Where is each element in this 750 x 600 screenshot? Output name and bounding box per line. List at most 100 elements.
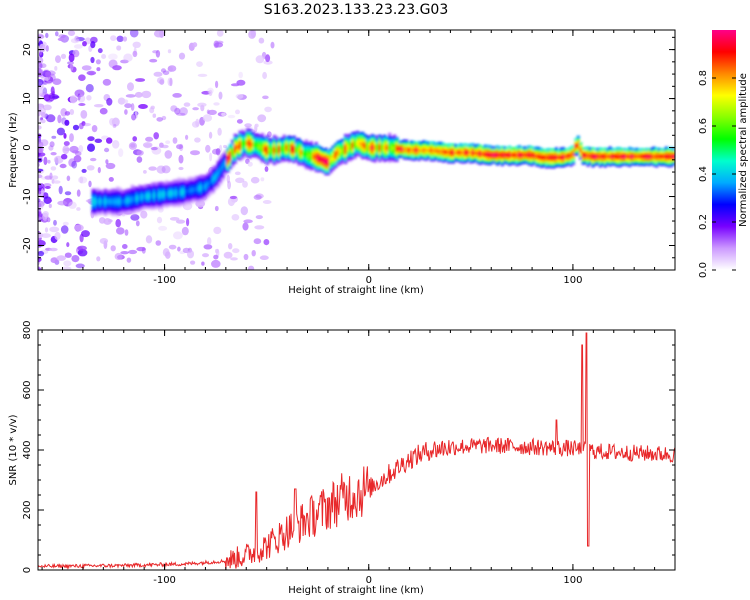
ridge-cell [552,155,556,159]
noise-blob [262,95,269,100]
ridge-cell [216,170,220,174]
ridge-cell [189,181,193,185]
ridge-cell [603,152,607,156]
ridge-cell [581,156,585,160]
ridge-cell [530,151,534,154]
ridge-cell [108,211,113,215]
ridge-cell [635,150,639,154]
ridge-cell [640,160,644,164]
ridge-cell [172,196,176,200]
ridge-cell [341,143,345,147]
ridge-cell [601,153,605,157]
noise-blob [250,176,260,184]
noise-blob [209,152,213,162]
ridge-cell [125,193,130,197]
ridge-cell [302,154,306,157]
ridge-cell [473,144,478,148]
colorbar-gradient [712,30,736,270]
ridge-cell [481,146,485,150]
ridge-cell [466,151,470,155]
noise-blob [114,252,123,261]
noise-blob [153,30,164,38]
ridge-cell [204,194,208,198]
ridge-cell [221,170,225,174]
ridge-cell [581,159,585,163]
ridge-cell [476,161,480,164]
ridge-cell [623,162,627,166]
ridge-cell [522,153,527,157]
noise-blob [51,175,59,180]
ridge-cell [316,157,321,161]
ridge-cell [236,149,240,153]
ridge-cell [608,163,612,167]
ridge-cell [451,160,456,164]
ridge-cell [346,158,350,162]
ridge-cell [493,146,497,149]
ridge-cell [150,199,154,203]
ridge-cell [400,145,404,149]
ridge-cell [652,156,656,160]
ridge-cell [618,157,622,160]
noise-blob [260,177,265,182]
ridge-cell [652,163,656,167]
ridge-cell [211,180,215,184]
ridge-cell [147,196,152,200]
ridge-cell [596,155,600,158]
ridge-cell [351,149,355,152]
ridge-cell [348,158,353,162]
noise-blob [229,195,237,200]
ridge-cell [613,155,617,159]
ridge-cell [302,141,306,145]
ridge-cell [579,147,583,150]
noise-blob [203,244,213,250]
ridge-cell [642,163,647,166]
ridge-cell [165,200,169,203]
ridge-cell [267,140,272,144]
ridge-cell [441,157,446,161]
ridge-cell [189,201,193,204]
noise-blob [62,145,70,155]
ridge-cell [608,151,612,155]
ridge-cell [292,140,296,144]
ridge-cell [388,132,392,136]
ridge-cell [454,143,458,147]
noise-blob [109,118,115,126]
ridge-cell [508,162,512,166]
ridge-cell [488,159,492,163]
ridge-cell [236,142,240,145]
ridge-cell [652,146,656,150]
chart-title: S163.2023.133.23.23.G03 [264,2,449,18]
ridge-cell [282,146,286,150]
ridge-cell [218,172,223,175]
noise-blob [105,162,116,170]
ridge-cell [662,158,666,161]
ridge-cell [395,149,399,152]
noise-blob [73,155,82,163]
ridge-cell [324,167,328,171]
ridge-cell [559,157,563,161]
ridge-cell [326,172,331,176]
snr-series [38,332,675,570]
ridge-cell [532,161,536,165]
ridge-cell [422,157,426,161]
ridge-cell [569,149,573,152]
ridge-cell [623,148,627,151]
ridge-cell [353,151,358,154]
ridge-cell [167,191,171,195]
ridge-cell [535,161,539,164]
ridge-cell [633,160,637,164]
noise-blob [78,145,84,153]
ridge-cell [378,137,382,140]
y-tick-label: 400 [22,440,33,459]
ridge-cell [221,173,225,176]
ridge-cell [290,158,294,162]
ridge-cell [669,149,674,153]
ridge-cell [150,202,154,206]
ridge-cell [532,154,536,158]
ridge-cell [633,162,637,166]
ridge-cell [547,155,551,159]
ridge-cell [245,130,250,134]
ridge-cell [312,152,316,155]
ridge-cell [503,146,507,150]
ridge-cell [277,137,282,141]
